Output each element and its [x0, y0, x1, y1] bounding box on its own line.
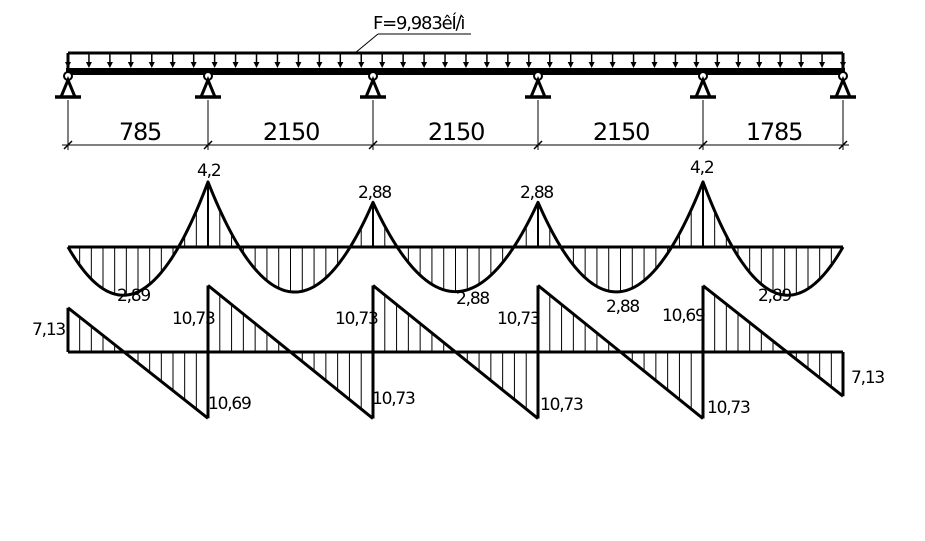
load-arrow-head	[714, 62, 721, 68]
shear-label-span4-right: 10,73	[707, 398, 750, 418]
load-arrow-head	[274, 62, 281, 68]
shear-hatching	[79, 294, 832, 410]
dimension-line: 785 2150 2150 2150 1785	[62, 100, 849, 150]
load-arrow-head	[609, 62, 616, 68]
load-arrow-head	[85, 62, 92, 68]
shear-label-span1-right: 10,69	[208, 394, 251, 414]
shear-force-diagram: 7,13 10,69 10,73 10,73 10,73 10,73 10,73…	[32, 284, 886, 420]
shear-label-span4-left: 10,73	[497, 309, 540, 329]
load-arrow-head	[651, 62, 658, 68]
dimension-ticks	[63, 100, 848, 150]
bending-moment-diagram: 4,2 2,88 2,88 4,2 2,89 2,88 2,88 2,89	[66, 158, 845, 317]
load-arrow-head	[316, 62, 323, 68]
moment-curve	[66, 180, 845, 297]
load-arrow-head	[819, 62, 826, 68]
load-arrow-head	[777, 62, 784, 68]
moment-support-label-4: 2,88	[520, 183, 553, 203]
shear-label-span5-right: 7,13	[851, 368, 884, 388]
load-arrow-head	[190, 62, 197, 68]
load-arrow-head	[106, 62, 113, 68]
moment-support-label-5: 4,2	[690, 158, 714, 178]
support-triangle	[834, 76, 852, 98]
load-arrow-head	[504, 62, 511, 68]
shear-label-span3-right: 10,73	[540, 395, 583, 415]
load-arrow-head	[211, 62, 218, 68]
load-arrows	[65, 53, 846, 68]
load-arrow-head	[442, 62, 449, 68]
dimension-tick	[533, 140, 543, 150]
dimension-tick	[838, 140, 848, 150]
load-arrow-head	[379, 62, 386, 68]
span-length-1: 785	[119, 118, 161, 146]
load-arrow-head	[546, 62, 553, 68]
load-arrow-head	[630, 62, 637, 68]
load-arrow-head	[735, 62, 742, 68]
load-arrow-head	[148, 62, 155, 68]
dimension-tick	[698, 140, 708, 150]
span-length-5: 1785	[746, 118, 802, 146]
load-arrow-head	[672, 62, 679, 68]
load-arrow-head	[798, 62, 805, 68]
support-triangle	[529, 76, 547, 98]
span-length-4: 2150	[593, 118, 649, 146]
load-arrow-head	[525, 62, 532, 68]
beam-scheme: F=9,983êÍ/ì	[55, 12, 856, 99]
load-leader	[354, 33, 379, 54]
support-triangle	[364, 76, 382, 98]
support-triangle	[199, 76, 217, 98]
shear-label-span2-left: 10,73	[172, 309, 215, 329]
moment-support-label-2: 4,2	[197, 161, 221, 181]
dimension-tick	[63, 140, 73, 150]
load-arrow-head	[358, 62, 365, 68]
span-length-2: 2150	[263, 118, 319, 146]
load-arrow-head	[693, 62, 700, 68]
moment-span-label-4: 2,88	[606, 297, 639, 317]
shear-line	[702, 284, 844, 398]
load-arrow-head	[65, 62, 71, 68]
load-arrow-head	[840, 62, 846, 68]
shear-label-span2-right: 10,73	[372, 389, 415, 409]
moment-span-label-5: 2,89	[758, 286, 791, 306]
load-arrow-head	[169, 62, 176, 68]
support-triangle	[59, 76, 77, 98]
load-arrow-head	[253, 62, 260, 68]
load-arrow-head	[295, 62, 302, 68]
moment-span-label-1: 2,89	[117, 286, 150, 306]
shear-label-span3-left: 10,73	[335, 309, 378, 329]
load-arrow-head	[421, 62, 428, 68]
load-arrow-head	[127, 62, 134, 68]
dimension-tick	[203, 140, 213, 150]
support-triangle	[694, 76, 712, 98]
moment-span-label-3: 2,88	[456, 289, 489, 309]
load-arrow-head	[337, 62, 344, 68]
dimension-tick	[368, 140, 378, 150]
span-length-3: 2150	[428, 118, 484, 146]
shear-label-span5-left: 10,69	[662, 306, 705, 326]
load-label: F=9,983êÍ/ì	[373, 12, 464, 34]
beam	[66, 68, 845, 75]
load-arrow-head	[588, 62, 595, 68]
load-arrow-head	[400, 62, 407, 68]
moment-support-label-3: 2,88	[358, 183, 391, 203]
moment-hatching	[79, 181, 832, 296]
load-arrow-head	[483, 62, 490, 68]
supports	[55, 71, 856, 99]
load-arrow-head	[232, 62, 239, 68]
shear-line	[67, 306, 209, 420]
load-arrow-head	[462, 62, 469, 68]
shear-label-span1-left: 7,13	[32, 320, 65, 340]
load-arrow-head	[567, 62, 574, 68]
load-arrow-head	[756, 62, 763, 68]
